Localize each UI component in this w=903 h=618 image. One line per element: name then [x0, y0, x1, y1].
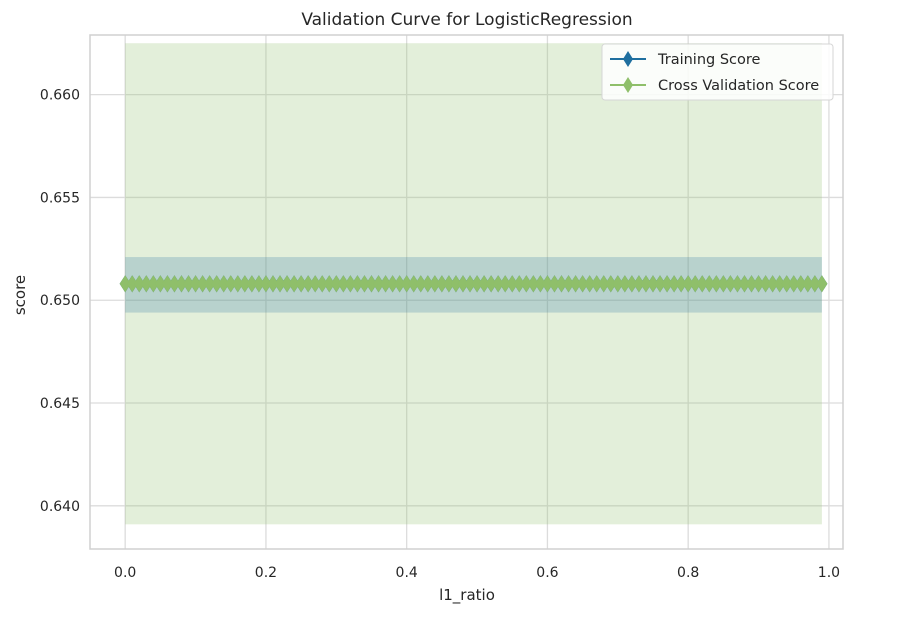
series-markers-cross-validation [119, 275, 828, 293]
x-axis-title: l1_ratio [439, 586, 495, 605]
plot-border [89, 34, 844, 550]
x-tick-label: 0.4 [396, 565, 418, 581]
x-tick-label: 0.2 [255, 565, 277, 581]
y-tick-label: 0.660 [40, 88, 80, 104]
data-point [816, 275, 828, 293]
x-tick-label: 1.0 [818, 565, 840, 581]
y-tick-label: 0.655 [40, 190, 80, 206]
legend-marker [623, 77, 633, 93]
legend-marker [623, 51, 633, 67]
plot-area: 0.0 0.2 0.4 0.6 0.8 1.0 0.640 0.645 0.650 0.655 0.… [40, 34, 844, 581]
chart-title: Validation Curve for LogisticRegression [301, 10, 632, 30]
legend-label: Cross Validation Score [658, 78, 819, 94]
plot-background [90, 35, 843, 549]
legend: Training Score Cross Validation Score [601, 43, 834, 101]
y-tick-label: 0.650 [40, 293, 80, 309]
legend-box [601, 43, 834, 101]
x-tick-label: 0.6 [536, 565, 558, 581]
x-tick-label: 0.0 [114, 565, 136, 581]
y-tick-label: 0.645 [40, 396, 80, 412]
legend-label: Training Score [657, 52, 761, 68]
x-tick-label: 0.8 [677, 565, 699, 581]
y-axis-title: score [11, 275, 29, 315]
y-tick-label: 0.640 [40, 499, 80, 515]
